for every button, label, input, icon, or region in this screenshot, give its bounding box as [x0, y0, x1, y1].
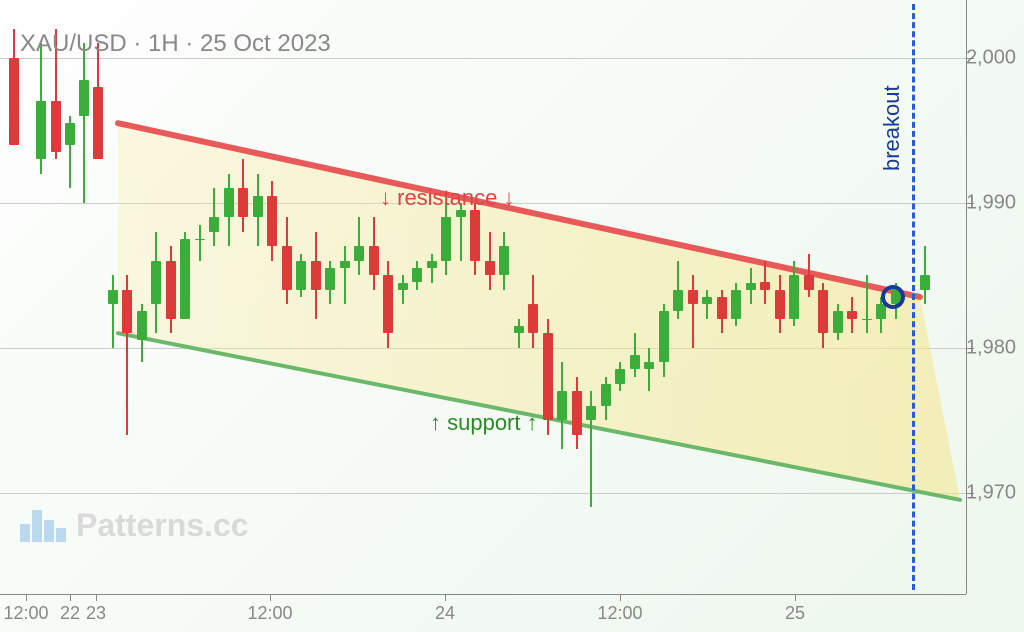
candle — [325, 261, 335, 304]
candle — [282, 217, 292, 304]
candle — [847, 297, 857, 333]
candle — [383, 261, 393, 348]
candle — [470, 203, 480, 275]
candle — [630, 333, 640, 376]
candle — [862, 275, 872, 333]
candle — [789, 261, 799, 326]
y-axis: 1,9701,9801,9902,000 — [966, 0, 1024, 594]
candle — [499, 232, 509, 290]
x-axis-label: 22 — [60, 603, 80, 624]
candle — [746, 268, 756, 304]
candle — [195, 225, 205, 261]
candle — [311, 232, 321, 319]
x-axis-label: 12:00 — [247, 603, 292, 624]
candle — [267, 181, 277, 261]
candle — [920, 246, 930, 304]
candle — [485, 232, 495, 290]
candle — [108, 275, 118, 347]
candle — [180, 232, 190, 319]
resistance-label: ↓ resistance ↓ — [380, 185, 515, 211]
candle — [412, 261, 422, 290]
candle — [615, 362, 625, 391]
x-axis-label: 25 — [785, 603, 805, 624]
breakout-label: breakout — [879, 85, 905, 171]
candle — [659, 304, 669, 376]
support-line — [118, 333, 960, 500]
chart-container: XAU/USD · 1H · 25 Oct 2023 ↓ resistance … — [0, 0, 1024, 632]
candle — [369, 217, 379, 289]
candle — [166, 246, 176, 333]
candle — [818, 283, 828, 348]
candle — [224, 174, 234, 246]
candle — [557, 362, 567, 449]
candle — [93, 43, 103, 159]
candle — [398, 275, 408, 304]
candle — [688, 275, 698, 347]
x-axis-label: 23 — [86, 603, 106, 624]
x-axis: 12:00 22 23 12:00 24 12:00 25 — [0, 594, 966, 632]
candle — [572, 377, 582, 449]
candle — [122, 275, 132, 434]
x-axis-label: 12:00 — [3, 603, 48, 624]
candle — [253, 174, 263, 246]
candle — [775, 275, 785, 333]
candle — [673, 261, 683, 319]
x-axis-label: 24 — [435, 603, 455, 624]
candle — [296, 254, 306, 297]
candle — [441, 203, 451, 275]
candle — [543, 319, 553, 435]
chart-title: XAU/USD · 1H · 25 Oct 2023 — [20, 30, 331, 58]
candle — [36, 43, 46, 173]
candle — [804, 254, 814, 297]
candle — [238, 159, 248, 231]
watermark: Patterns.cc — [20, 507, 249, 544]
breakout-line — [912, 4, 915, 590]
candle — [209, 188, 219, 246]
x-axis-label: 12:00 — [597, 603, 642, 624]
candle — [427, 254, 437, 283]
candle — [9, 29, 19, 145]
candle — [151, 232, 161, 333]
candle — [79, 43, 89, 202]
candle — [65, 116, 75, 188]
candle — [586, 391, 596, 507]
candle — [760, 261, 770, 304]
candle — [137, 304, 147, 362]
logo-icon — [20, 510, 66, 542]
breakout-circle — [881, 285, 905, 309]
candle — [514, 319, 524, 348]
candle — [644, 348, 654, 391]
candle — [340, 246, 350, 304]
watermark-text: Patterns.cc — [76, 507, 249, 544]
candle — [601, 377, 611, 420]
candle — [717, 290, 727, 333]
candle — [833, 304, 843, 340]
candle — [354, 217, 364, 275]
plot-area: XAU/USD · 1H · 25 Oct 2023 ↓ resistance … — [0, 0, 966, 594]
candle — [456, 203, 466, 261]
support-label: ↑ support ↑ — [430, 410, 538, 436]
candle — [702, 290, 712, 319]
candle — [731, 283, 741, 326]
candle — [528, 275, 538, 347]
